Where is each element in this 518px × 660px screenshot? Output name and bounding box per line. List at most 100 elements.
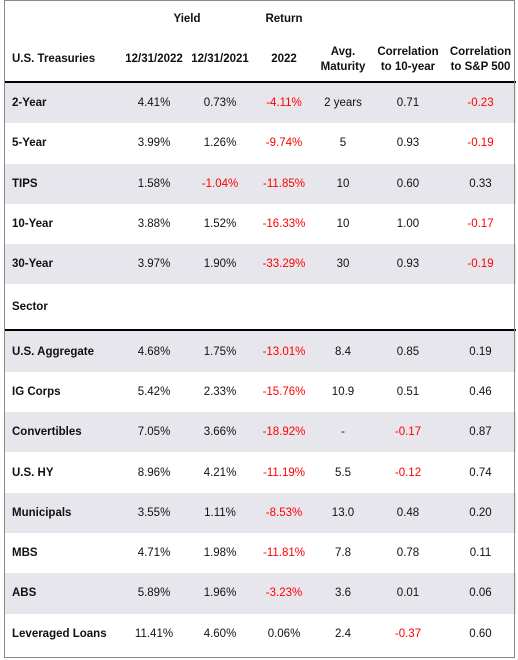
yield-2021-cell: 3.66% (187, 412, 253, 453)
return-2022-cell: -16.33% (262, 218, 306, 231)
table-row: 30-Year 3.97% 1.90% -33.29% 30 0.93 -0.19 (4, 244, 516, 285)
maturity-cell: 5.5 (335, 466, 351, 479)
table-row: TIPS 1.58% -1.04% -11.85% 10 0.60 0.33 (4, 163, 516, 204)
yield-2022-cell: 4.41% (121, 82, 187, 124)
row-label: Convertibles (4, 412, 121, 453)
row-label: ABS (4, 573, 121, 614)
sectors-body: U.S. Aggregate 4.68% 1.75% -13.01% 8.4 0.85 0.… (4, 330, 516, 653)
return-2022-cell: -18.92% (253, 412, 315, 453)
table-row: U.S. HY 8.96% 4.21% -11.19% 5.5 -0.12 0.74 (4, 452, 516, 492)
table-row: 2-Year 4.41% 0.73% -4.11% 2 years 0.71 -0.23 (4, 82, 516, 124)
header-blank (4, 0, 121, 38)
return-2022-cell: -4.11% (253, 82, 315, 124)
treasuries-group-label: U.S. Treasuries (12, 53, 96, 65)
return-2022-cell: -11.85% (253, 163, 315, 204)
corr-10yr-cell: -0.17 (371, 412, 445, 453)
yield-2021-cell: 4.21% (203, 466, 237, 479)
corr-sp500-cell: 0.11 (469, 547, 492, 560)
corr-sp500-cell: -0.17 (467, 218, 494, 231)
maturity-cell: 5 (339, 137, 347, 150)
table-row: MBS 4.71% 1.98% -11.81% 7.8 0.78 0.11 (4, 533, 516, 573)
table-row: 10-Year 3.88% 1.52% -16.33% 10 1.00 -0.17 (4, 204, 516, 244)
corr-10yr-cell: -0.37 (394, 627, 422, 640)
yield-2022-cell: 5.42% (137, 385, 171, 398)
yield-2021-cell: 1.90% (187, 244, 253, 285)
row-label: U.S. Aggregate (4, 330, 121, 372)
header-row-columns: U.S. Treasuries 12/31/2022 12/31/2021 20… (4, 38, 516, 82)
treasuries-body: 2-Year 4.41% 0.73% -4.11% 2 years 0.71 -0.23 5 -… (4, 82, 516, 285)
corr-10yr-cell: 0.93 (371, 244, 445, 285)
yield-2021-cell: 1.26% (203, 137, 237, 150)
corr-sp500-cell: 0.46 (469, 385, 492, 398)
row-label: MBS (12, 547, 38, 560)
row-label: Municipals (4, 492, 121, 533)
row-label: 30-Year (4, 244, 121, 285)
yield-header: Yield (173, 13, 201, 25)
maturity-cell: 8.4 (315, 330, 371, 372)
row-label: TIPS (4, 163, 121, 204)
table-row: Leveraged Loans 11.41% 4.60% 0.06% 2.4 -0.37 0… (4, 614, 516, 654)
corr-sp500-cell: 0.19 (445, 330, 516, 372)
corr-10yr-cell: 0.85 (371, 330, 445, 372)
maturity-cell: 10.9 (331, 385, 355, 398)
maturity-cell: 2.4 (335, 627, 351, 640)
maturity-cell: 13.0 (315, 492, 371, 533)
return-2022-cell: -3.23% (253, 573, 315, 614)
corr-10yr-cell: 0.51 (396, 385, 420, 398)
yield-2022-cell: 5.89% (121, 573, 187, 614)
corr-10yr-cell: 0.48 (371, 492, 445, 533)
yield-2022-cell: 3.97% (121, 244, 187, 285)
maturity-cell: - (315, 412, 371, 453)
maturity-cell: 2 years (315, 82, 371, 124)
maturity-cell: 7.8 (335, 547, 351, 560)
corr-10yr-cell: 0.93 (396, 137, 420, 150)
yield-2022-cell: 3.99% (137, 137, 171, 150)
return-2022-cell: -9.74% (265, 137, 303, 150)
sector-label: Sector (12, 300, 48, 313)
yield-2021-cell: 0.73% (187, 82, 253, 124)
yield-2021-cell: 1.11% (187, 492, 253, 533)
yield-2021-cell: 4.60% (203, 627, 237, 640)
return-2022-cell: -13.01% (253, 330, 315, 372)
corr-sp500-cell: 0.33 (445, 163, 516, 204)
corr-sp500-cell: 0.20 (445, 492, 516, 533)
maturity-cell: 3.6 (315, 573, 371, 614)
corr-10yr-cell: 1.00 (396, 218, 420, 231)
yield-2022-cell: 11.41% (134, 627, 174, 640)
table-container: Yield Return U.S. Treasuries 12/31/2022 … (4, 0, 516, 654)
corr-sp500-cell: -0.23 (445, 82, 516, 124)
table-row: 5-Year 3.99% 1.26% -9.74% 5 0.93 -0.19 (4, 123, 516, 163)
corr-10yr-cell: 0.71 (371, 82, 445, 124)
corr-sp500-cell: 0.06 (445, 573, 516, 614)
row-label: U.S. HY (12, 466, 54, 479)
corr-sp500-cell: -0.19 (467, 137, 494, 150)
corr-sp500-cell: -0.19 (445, 244, 516, 285)
yield-2022-cell: 4.68% (121, 330, 187, 372)
corr-10yr-cell: -0.12 (394, 466, 422, 479)
return-2022-cell: -33.29% (253, 244, 315, 285)
row-label: 10-Year (12, 218, 53, 231)
sector-header-body: Sector (4, 284, 516, 331)
col-corr-10yr: Correlation to 10-year (377, 45, 439, 73)
maturity-cell: 30 (315, 244, 371, 285)
table-row: ABS 5.89% 1.96% -3.23% 3.6 0.01 0.06 (4, 573, 516, 614)
yield-2021-cell: 1.75% (187, 330, 253, 372)
maturity-cell: 10 (336, 218, 350, 231)
col-avg-maturity: Avg. Maturity (320, 45, 366, 73)
yield-2021-cell: 1.96% (187, 573, 253, 614)
corr-sp500-cell: 0.87 (445, 412, 516, 453)
table-row: Convertibles 7.05% 3.66% -18.92% - -0.17 0.87 (4, 412, 516, 453)
corr-10yr-cell: 0.60 (371, 163, 445, 204)
table-row: Municipals 3.55% 1.11% -8.53% 13.0 0.48 0.20 (4, 492, 516, 533)
corr-10yr-cell: 0.78 (396, 547, 420, 560)
row-label: 2-Year (4, 82, 121, 124)
return-2022-cell: -8.53% (253, 492, 315, 533)
col-corr-sp500: Correlation to S&P 500 (449, 45, 512, 73)
yield-2021-cell: 2.33% (203, 385, 237, 398)
header-row-top: Yield Return (4, 0, 516, 38)
table-row: IG Corps 5.42% 2.33% -15.76% 10.9 0.51 0.46 (4, 372, 516, 412)
corr-sp500-cell: 0.60 (469, 627, 492, 640)
yield-2022-cell: 1.58% (121, 163, 187, 204)
corr-sp500-cell: 0.74 (469, 466, 492, 479)
corr-10yr-cell: 0.01 (371, 573, 445, 614)
